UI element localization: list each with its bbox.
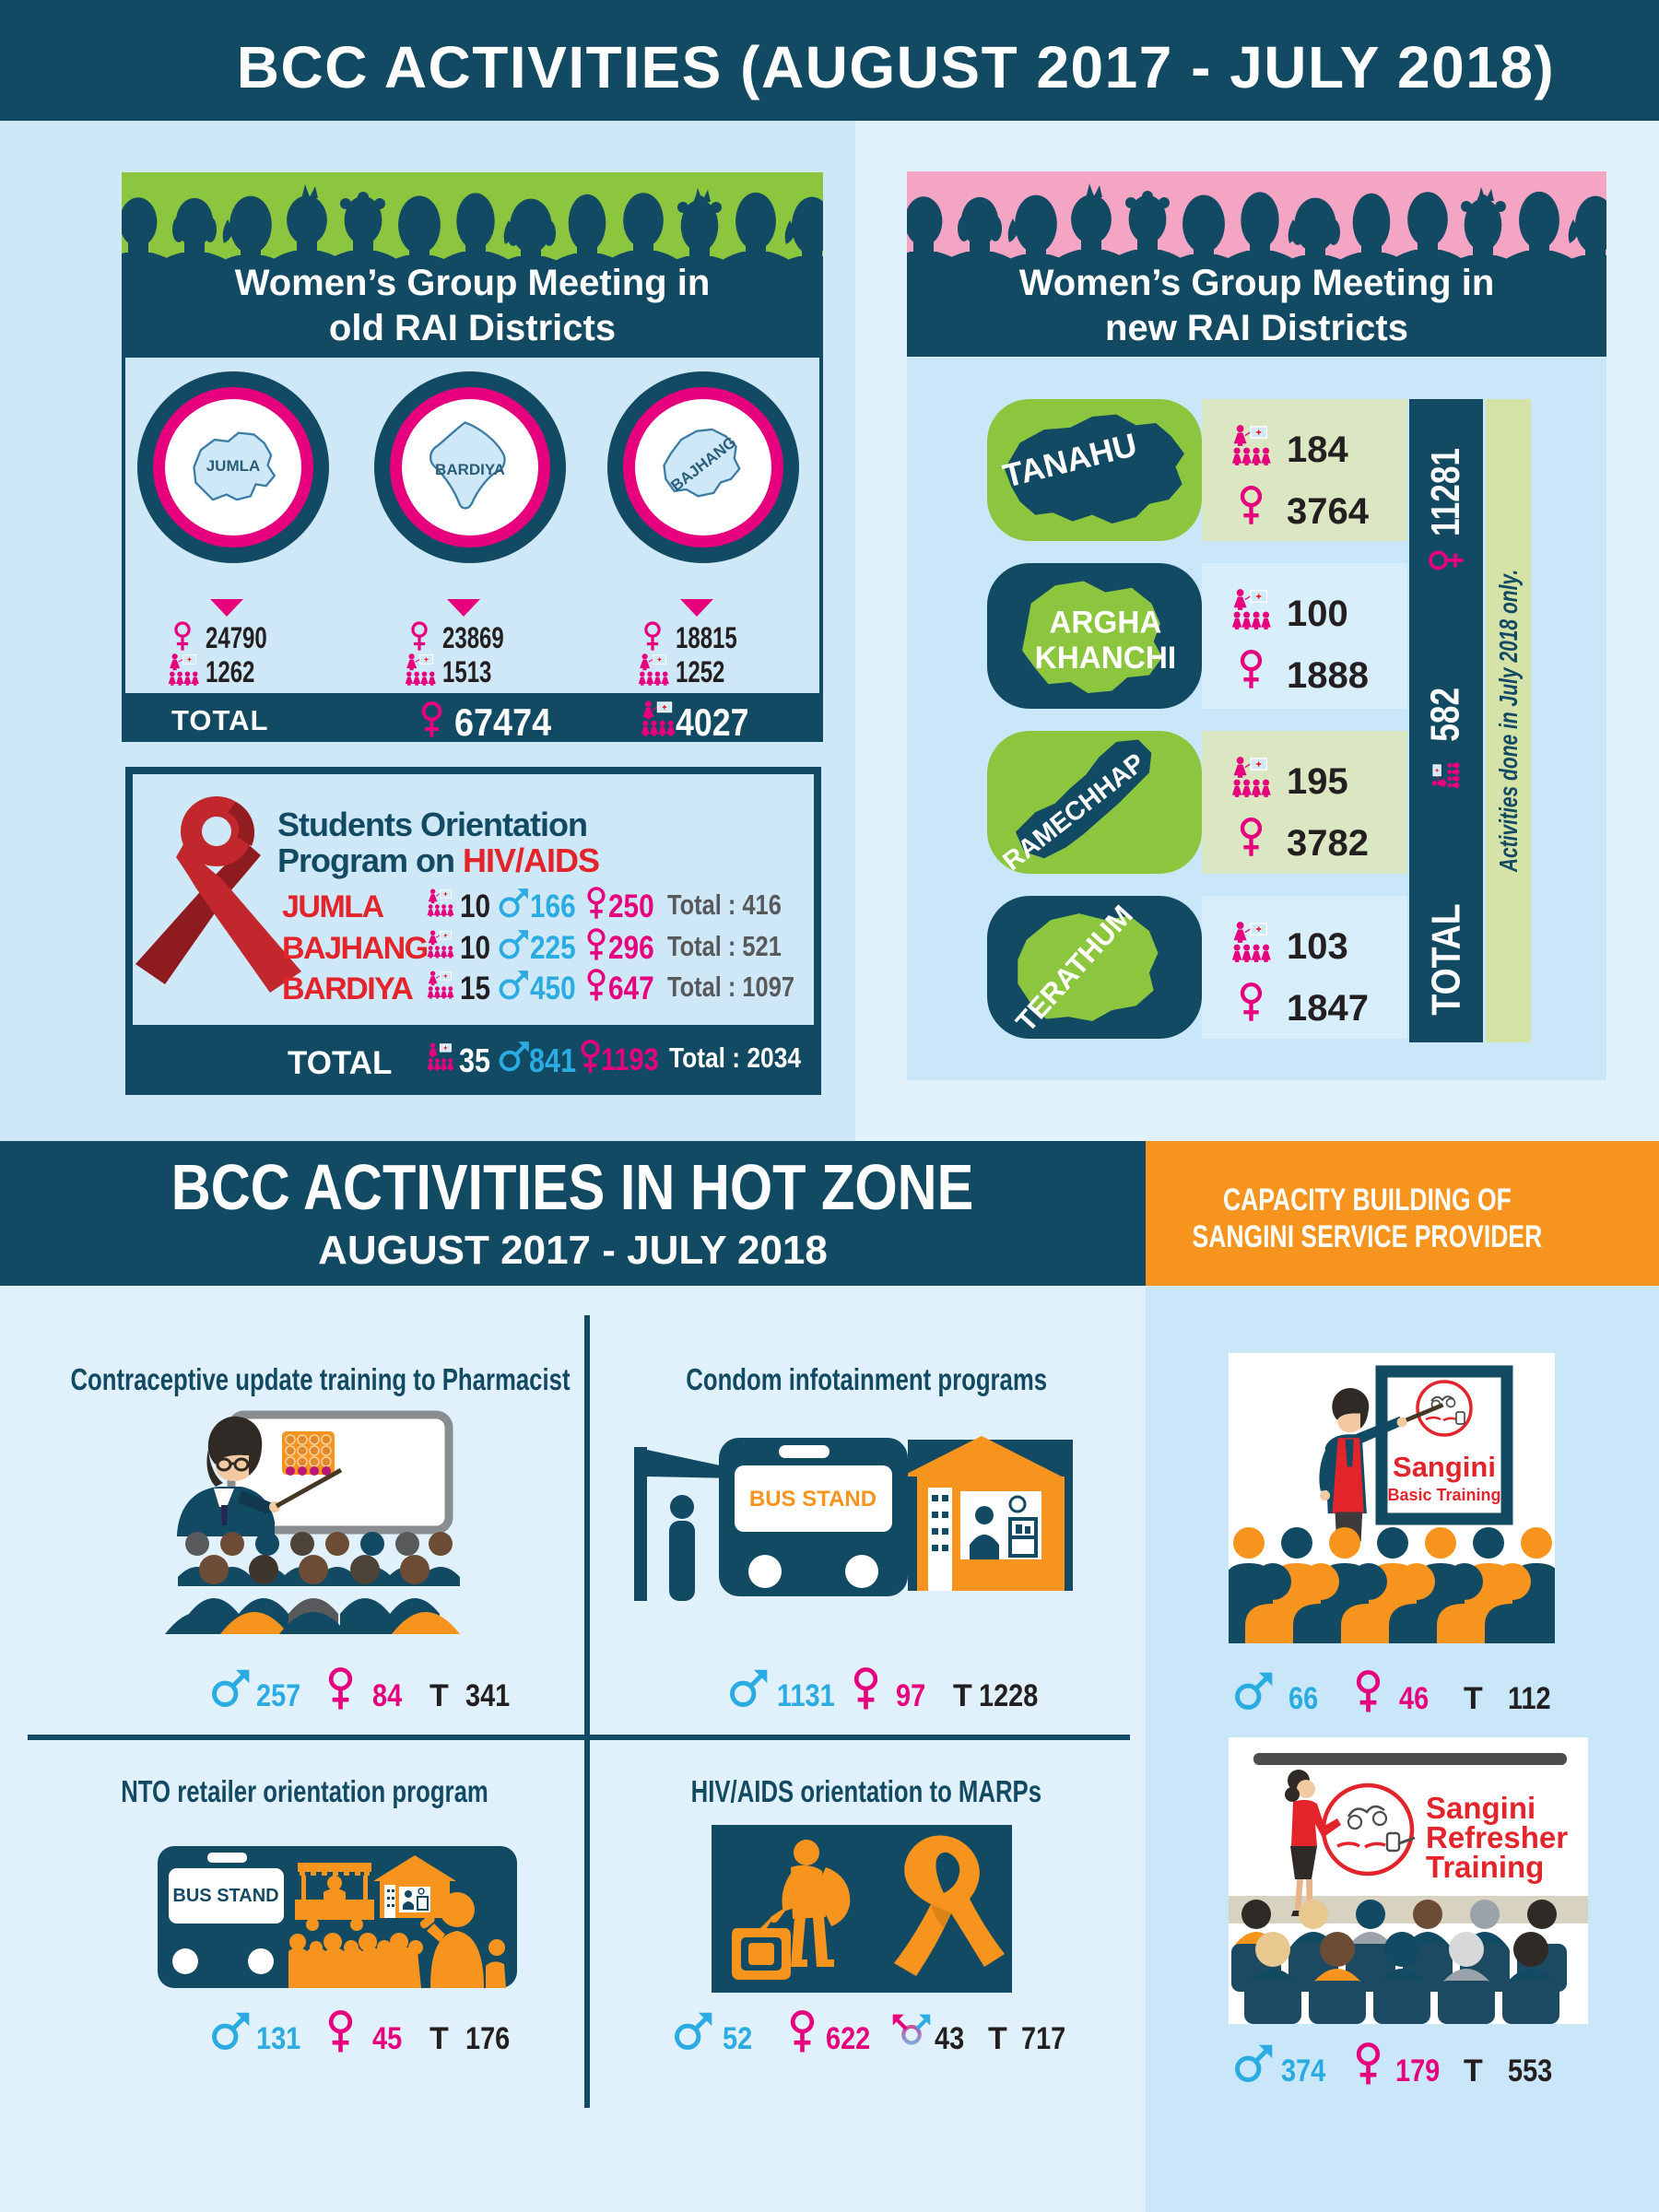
svg-text:BARDIYA: BARDIYA [435,461,505,478]
svg-text:Sangini: Sangini [1426,1791,1535,1825]
svg-text:BUS STAND: BUS STAND [172,1886,278,1906]
svg-text:JUMLA: JUMLA [206,457,261,475]
svg-text:KHANCHI: KHANCHI [1035,641,1176,676]
svg-text:Basic Training: Basic Training [1387,1486,1500,1504]
svg-text:BUS STAND: BUS STAND [749,1487,877,1512]
svg-text:Sangini: Sangini [1393,1451,1496,1483]
svg-text:ARGHA: ARGHA [1049,606,1161,640]
svg-text:Training: Training [1426,1850,1544,1884]
svg-text:RAMECHHAP: RAMECHHAP [997,747,1150,874]
svg-text:Refresher: Refresher [1426,1820,1568,1854]
